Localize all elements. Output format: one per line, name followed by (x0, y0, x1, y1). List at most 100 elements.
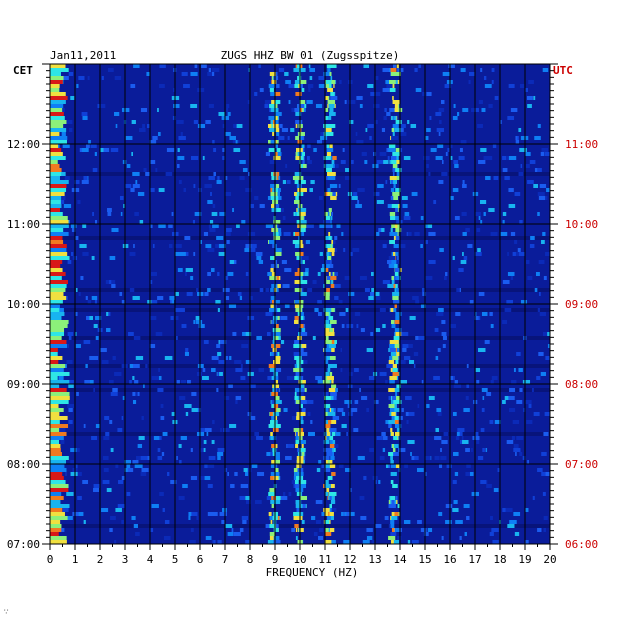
texture-speck (296, 464, 302, 468)
texture-speck (465, 448, 470, 452)
texture-speck (94, 356, 99, 360)
texture-speck (324, 332, 330, 336)
texture-speck (132, 184, 140, 188)
texture-speck (475, 432, 479, 436)
texture-speck (301, 88, 305, 92)
texture-speck (510, 232, 516, 236)
texture-speck (527, 180, 534, 184)
texture-speck (316, 468, 321, 472)
texture-lowfreq (50, 240, 64, 244)
texture-speck (206, 432, 209, 436)
texture-speck (68, 420, 73, 424)
texture-speck (329, 108, 334, 112)
texture-lowfreq (50, 444, 61, 448)
texture-speck (491, 80, 494, 84)
texture-speck (297, 76, 302, 80)
texture-speck (533, 184, 539, 188)
texture-lowfreq (50, 280, 68, 284)
texture-speck (507, 116, 515, 120)
texture-speck (79, 244, 87, 248)
texture-speck (493, 176, 499, 180)
texture-speck (241, 516, 249, 520)
texture-speck (326, 244, 332, 248)
texture-speck (390, 228, 393, 232)
texture-lowfreq (50, 184, 67, 188)
texture-speck (445, 504, 453, 508)
texture-lowfreq (50, 464, 65, 468)
texture-speck (294, 84, 302, 88)
texture-speck (226, 104, 230, 108)
texture-speck (342, 148, 345, 152)
texture-speck (352, 248, 356, 252)
texture-speck (519, 84, 525, 88)
texture-speck (284, 268, 292, 272)
texture-speck (103, 456, 107, 460)
texture-speck (424, 456, 431, 460)
texture-speck (140, 472, 147, 476)
texture-speck (537, 468, 543, 472)
texture-speck (310, 420, 313, 424)
texture-speck (145, 172, 151, 176)
texture-speck (541, 240, 545, 244)
texture-speck (502, 320, 508, 324)
texture-speck (188, 516, 191, 520)
texture-speck (240, 484, 249, 488)
texture-speck (434, 456, 440, 460)
texture-speck (313, 532, 318, 536)
texture-speck (274, 252, 282, 256)
texture-speck (369, 448, 374, 452)
texture-speck (307, 288, 313, 292)
texture-speck (248, 172, 251, 176)
texture-speck (331, 160, 335, 164)
texture-speck (302, 260, 305, 264)
texture-speck (395, 396, 401, 400)
texture-speck (484, 156, 493, 160)
texture-speck (276, 408, 281, 412)
texture-speck (445, 520, 452, 524)
texture-speck (224, 396, 230, 400)
texture-speck (157, 108, 159, 112)
texture-speck (293, 516, 300, 520)
texture-speck (185, 348, 189, 352)
texture-speck (397, 448, 406, 452)
texture-speck (369, 136, 372, 140)
texture-speck (405, 396, 412, 400)
texture-lowfreq (50, 456, 69, 460)
texture-speck (93, 324, 98, 328)
right-tick-label: 08:00 (565, 378, 598, 391)
texture-speck (438, 132, 441, 136)
texture-speck (222, 148, 226, 152)
texture-speck (350, 512, 355, 516)
texture-speck (299, 220, 307, 224)
x-tick-label: 12 (343, 553, 356, 566)
texture-speck (391, 128, 395, 132)
texture-speck (258, 368, 265, 372)
texture-speck (295, 196, 301, 200)
texture-speck (235, 400, 238, 404)
texture-speck (259, 88, 264, 92)
texture-speck (328, 344, 336, 348)
texture-speck (81, 148, 89, 152)
texture-speck (415, 88, 422, 92)
texture-speck (306, 400, 314, 404)
texture-speck (388, 452, 395, 456)
texture-speck (105, 432, 110, 436)
texture-speck (64, 176, 70, 180)
texture-lowfreq (50, 80, 63, 84)
texture-speck (385, 464, 391, 468)
texture-speck (329, 428, 337, 432)
texture-lowfreq (50, 484, 69, 488)
texture-speck (299, 484, 307, 488)
texture-speck (330, 440, 336, 444)
right-tick-label: 10:00 (565, 218, 598, 231)
texture-speck (249, 248, 256, 252)
texture-speck (366, 408, 370, 412)
texture-speck (507, 252, 509, 256)
texture-lowfreq (50, 72, 61, 76)
texture-speck (403, 216, 411, 220)
texture-speck (298, 448, 306, 452)
texture-speck (384, 516, 389, 520)
texture-speck (391, 412, 396, 416)
texture-speck (324, 356, 330, 360)
